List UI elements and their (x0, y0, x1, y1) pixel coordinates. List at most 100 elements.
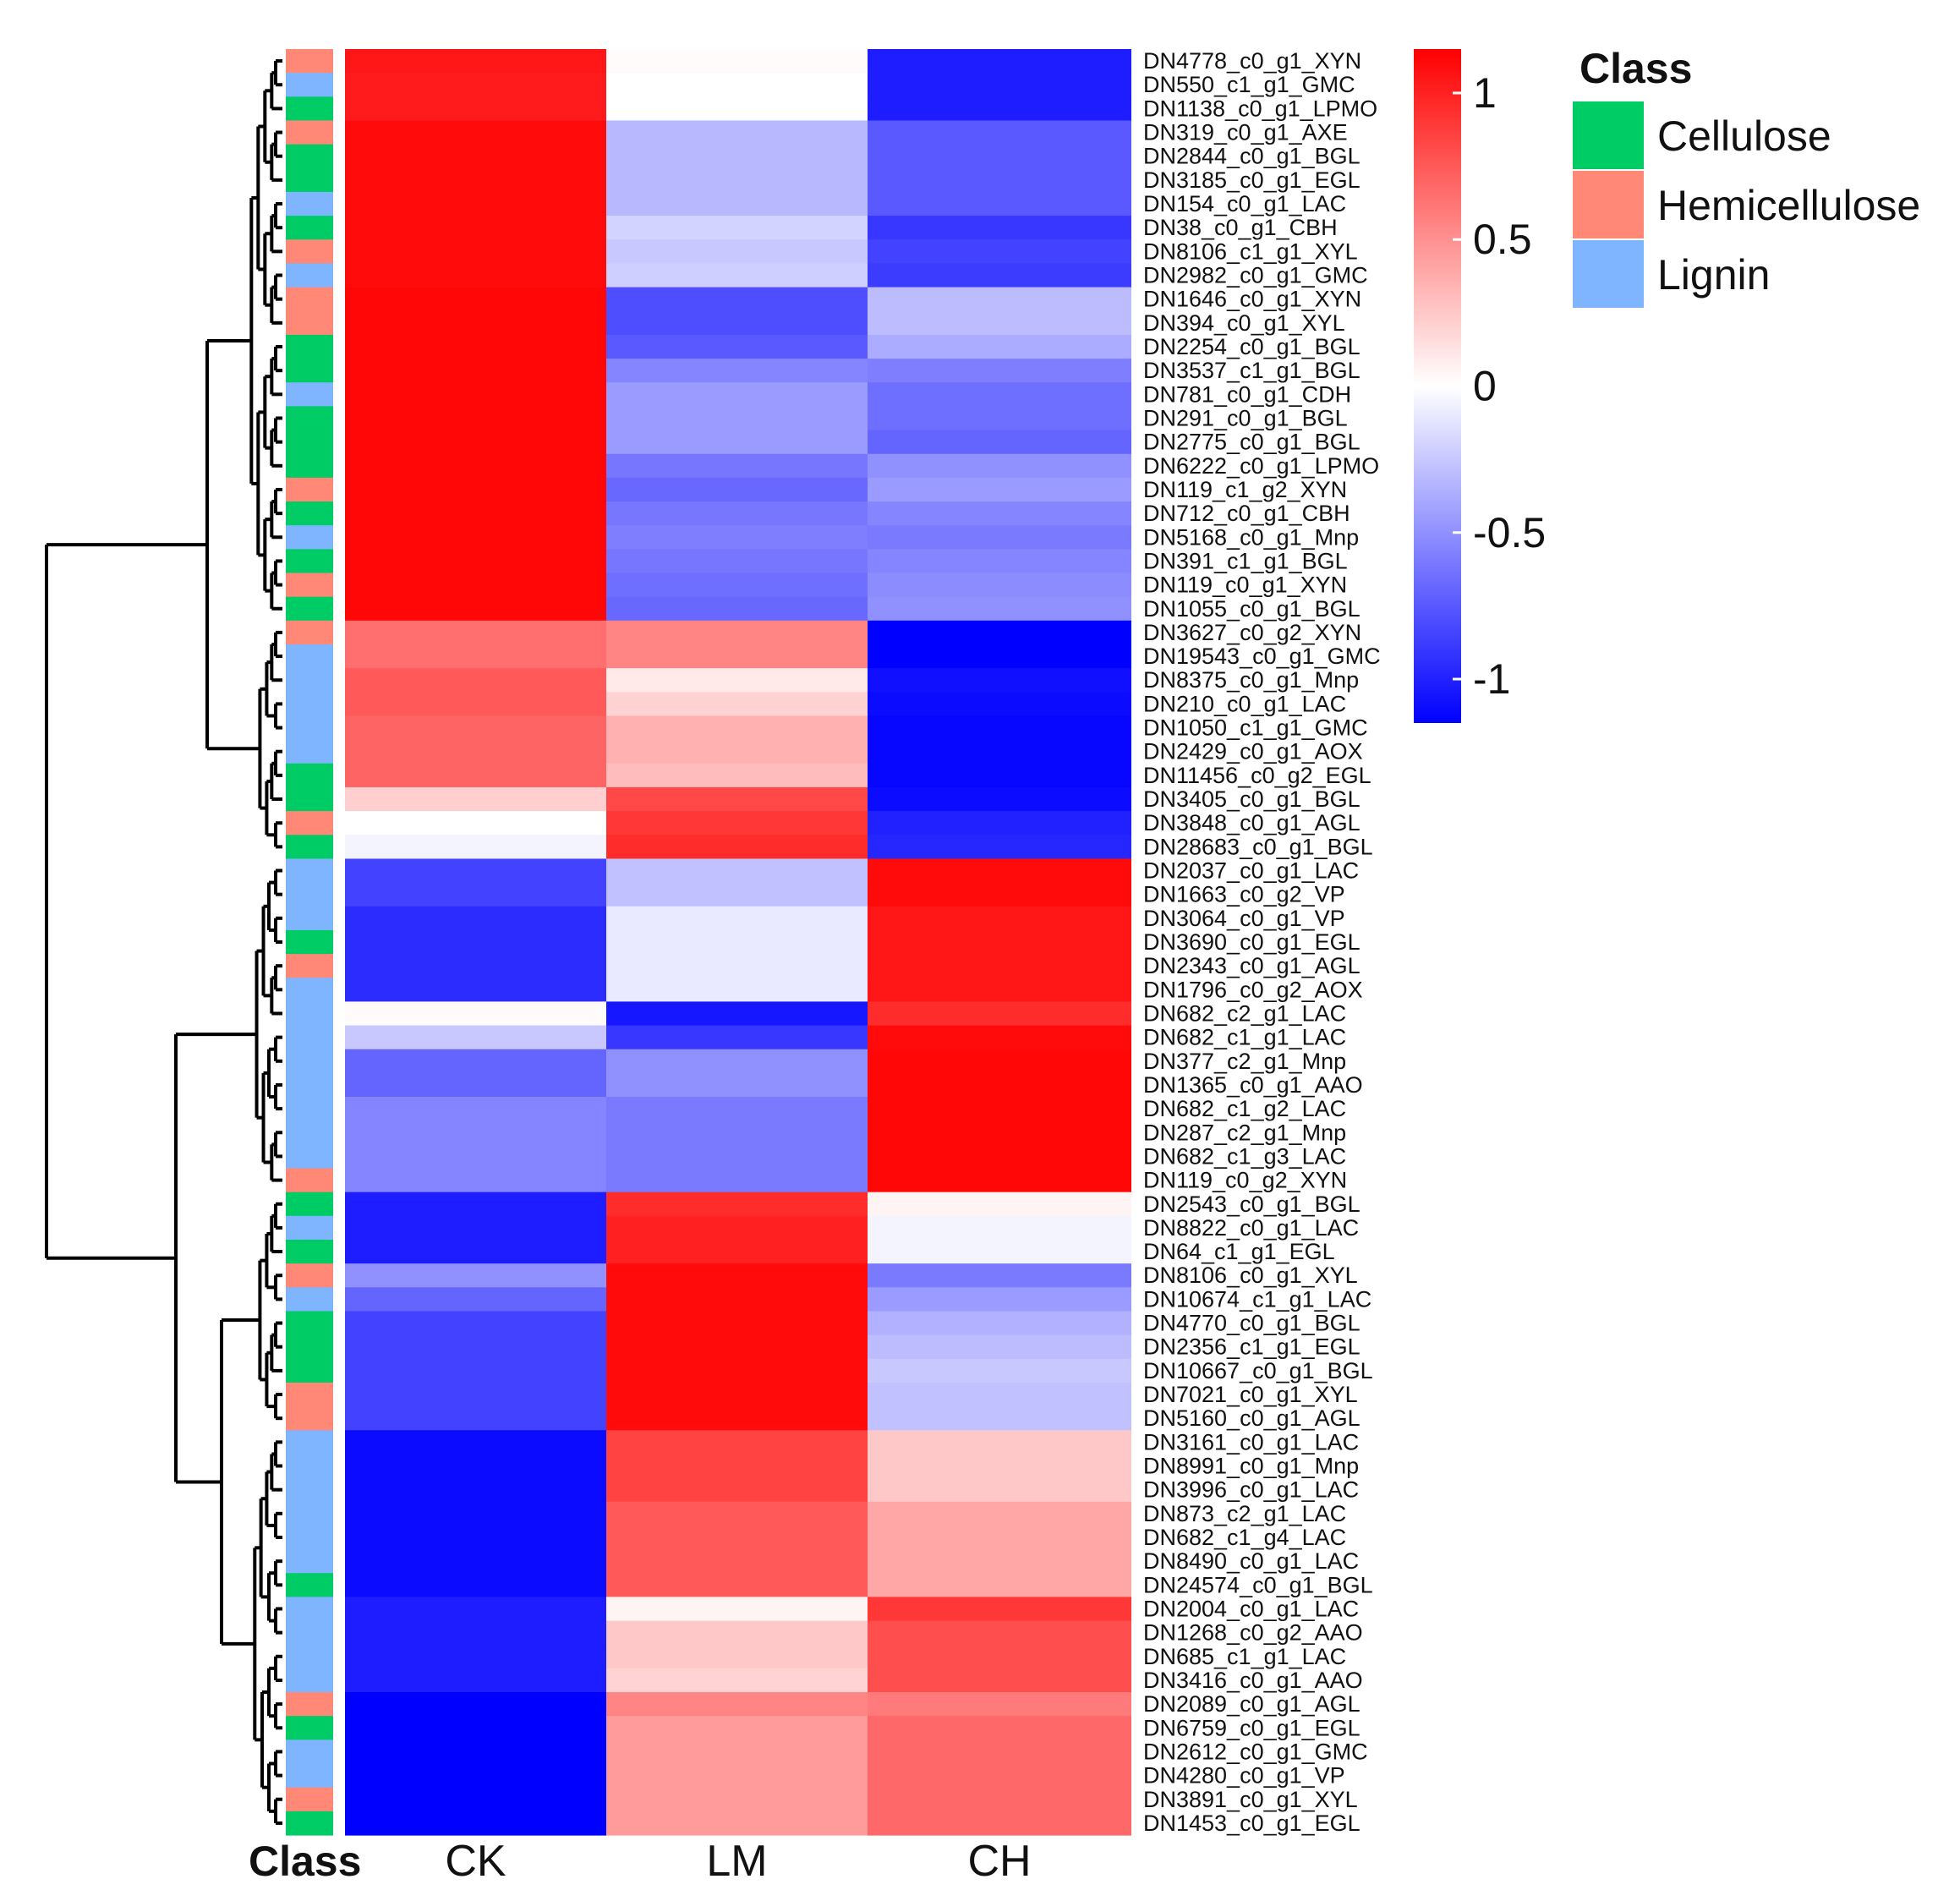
heatmap-cell (868, 1215, 1131, 1241)
row-label: DN3416_c0_g1_AAO (1143, 1668, 1363, 1693)
class-strip-cell (286, 1263, 333, 1288)
heatmap-cell (606, 1549, 868, 1574)
row-label: DN210_c0_g1_LAC (1143, 691, 1346, 716)
class-strip-cell (286, 596, 333, 622)
row-label: DN8106_c1_g1_XYL (1143, 238, 1358, 264)
heatmap-cell (345, 1787, 606, 1812)
heatmap-cell (345, 1692, 606, 1717)
heatmap-cell (606, 406, 868, 431)
class-strip-cell (286, 120, 333, 145)
heatmap-cell (345, 216, 606, 240)
class-strip-cell (286, 49, 333, 74)
heatmap-cell (606, 1763, 868, 1789)
heatmap-cell (868, 359, 1131, 383)
heatmap-cell (345, 1597, 606, 1622)
legend-swatch-hemicellulose (1573, 171, 1644, 238)
heatmap-cell (606, 692, 868, 717)
heatmap-cell (345, 1668, 606, 1693)
class-strip-cell (286, 858, 333, 884)
color-scale-tick-label: -1 (1473, 655, 1510, 703)
heatmap-cell (606, 525, 868, 550)
heatmap-cell (345, 1477, 606, 1503)
heatmap-cell (868, 978, 1131, 1002)
heatmap-cell (868, 1525, 1131, 1550)
class-strip-cell (286, 96, 333, 122)
heatmap-cell (606, 1573, 868, 1597)
heatmap-cell (868, 644, 1131, 669)
heatmap-cell (868, 692, 1131, 717)
heatmap-cell (345, 858, 606, 884)
heatmap-cell (868, 1334, 1131, 1360)
heatmap-cell (868, 477, 1131, 502)
row-label: DN119_c1_g2_XYN (1143, 477, 1347, 502)
heatmap-cell (345, 835, 606, 860)
heatmap-cell (606, 1358, 868, 1383)
heatmap-cell (868, 596, 1131, 622)
class-strip-cell (286, 216, 333, 240)
row-label: DN391_c1_g1_BGL (1143, 548, 1348, 573)
row-label: DN4778_c0_g1_XYN (1143, 48, 1361, 74)
row-label: DN287_c2_g1_Mnp (1143, 1120, 1346, 1145)
heatmap-cell (345, 1358, 606, 1383)
heatmap-cell (345, 1644, 606, 1669)
heatmap-cell (606, 1287, 868, 1312)
heatmap-cell (345, 477, 606, 502)
class-strip-cell (286, 144, 333, 169)
heatmap-cell (345, 692, 606, 717)
class-legend-title: Class (1579, 45, 1692, 92)
heatmap-cell (868, 525, 1131, 550)
class-strip-cell (286, 1025, 333, 1050)
heatmap-cell (606, 1501, 868, 1526)
legend-swatch-lignin (1573, 240, 1644, 308)
heatmap-cell (345, 882, 606, 907)
heatmap-cell (345, 1120, 606, 1145)
class-strip-cell (286, 1144, 333, 1170)
class-strip-cell (286, 811, 333, 835)
class-legend: Class Cellulose Hemicellulose Lignin (1573, 45, 1920, 308)
heatmap-cell (868, 191, 1131, 216)
class-strip-cell (286, 1215, 333, 1241)
heatmap-cell (606, 1430, 868, 1455)
heatmap-cell (868, 1287, 1131, 1312)
heatmap-cell (868, 1477, 1131, 1503)
row-label: DN319_c0_g1_AXE (1143, 120, 1348, 145)
heatmap-cell (868, 144, 1131, 169)
heatmap-cell (345, 763, 606, 788)
heatmap-cell (606, 144, 868, 169)
heatmap-cell (606, 906, 868, 931)
heatmap-cell (606, 1454, 868, 1479)
class-strip-cell (286, 739, 333, 764)
class-strip-cell (286, 1001, 333, 1027)
heatmap-cell (606, 1025, 868, 1050)
heatmap-cell (606, 120, 868, 145)
row-label: DN8490_c0_g1_LAC (1143, 1548, 1359, 1574)
heatmap-cell (345, 406, 606, 431)
class-strip-cell (286, 73, 333, 97)
row-label: DN154_c0_g1_LAC (1143, 191, 1346, 216)
heatmap-cell (868, 1739, 1131, 1765)
row-label: DN3185_c0_g1_EGL (1143, 167, 1361, 193)
heatmap-cell (868, 906, 1131, 931)
column-label: LM (706, 1837, 767, 1886)
heatmap-cell (345, 906, 606, 931)
row-label: DN8106_c0_g1_XYL (1143, 1263, 1358, 1288)
class-strip-cell (286, 406, 333, 431)
row-label: DN377_c2_g1_Mnp (1143, 1049, 1346, 1074)
heatmap-cell (345, 310, 606, 336)
heatmap-cell (606, 1144, 868, 1170)
heatmap-cell (606, 1739, 868, 1765)
heatmap-cell (345, 96, 606, 122)
class-strip-cell (286, 1311, 333, 1336)
heatmap-cell (868, 1644, 1131, 1669)
heatmap-cell (345, 1573, 606, 1597)
heatmap-cell (606, 239, 868, 265)
row-label: DN682_c1_g1_LAC (1143, 1025, 1346, 1050)
heatmap-cell (345, 1382, 606, 1407)
heatmap-cell (606, 310, 868, 336)
heatmap-cell (345, 572, 606, 598)
row-label: DN3627_c0_g2_XYN (1143, 620, 1361, 645)
legend-label-lignin: Lignin (1657, 251, 1770, 299)
heatmap-cell (868, 1787, 1131, 1812)
heatmap-cell (606, 1120, 868, 1145)
class-strip-cell (286, 263, 333, 288)
